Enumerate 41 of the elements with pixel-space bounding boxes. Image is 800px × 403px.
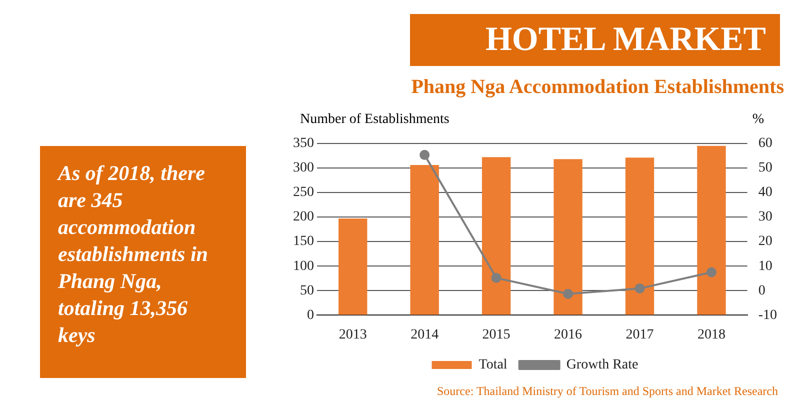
text: As of 2018, there are 345 accommodation establishments in Phang Nga, totaling 13,356 keys [40, 146, 246, 378]
y2-tick-label: 30 [758, 210, 772, 225]
bar [338, 218, 368, 315]
point [706, 267, 716, 278]
bar [554, 159, 582, 315]
point [563, 288, 574, 299]
y2-tick-label: 50 [758, 160, 772, 176]
y2-tick-label: 40 [758, 185, 772, 200]
y-tick-label: 350 [293, 136, 314, 152]
chart-subtitle: Phang Nga Accommodation Establishments [411, 76, 784, 99]
y-tick-label: 0 [307, 308, 314, 323]
y2-tick-label: 60 [758, 136, 772, 152]
y-axis-title: Number of Establishments [300, 112, 450, 128]
y-tick-label: 300 [293, 160, 314, 176]
chart-title: HOTEL MARKET [410, 14, 780, 66]
y-tick-label: 200 [293, 210, 314, 225]
point [491, 272, 502, 283]
x-tick-label: 2016 [554, 327, 582, 342]
y-tick-label: 150 [293, 234, 314, 250]
y2-tick-label: 20 [758, 234, 772, 250]
source-note: Source: Thailand Ministry of Tourism and Sports and Market Research [437, 384, 778, 399]
point [634, 283, 645, 294]
legend-label: Total [478, 358, 508, 373]
y-tick-label: 100 [293, 258, 314, 274]
y2-tick-label: 10 [758, 258, 772, 274]
y2-tick-label: -10 [758, 308, 778, 323]
point [420, 150, 430, 160]
x-tick-label: 2015 [482, 327, 510, 342]
bar [410, 165, 439, 315]
x-tick-label: 2018 [697, 327, 726, 342]
y2-axis-title: % [752, 112, 764, 128]
legend-label: Growth Rate [566, 358, 638, 373]
y2-tick-label: 0 [758, 283, 766, 298]
x-tick-label: 2014 [410, 327, 439, 342]
x-tick-label: 2017 [626, 327, 654, 342]
bar [697, 146, 726, 315]
x-tick-label: 2013 [338, 327, 367, 342]
bar [625, 158, 654, 315]
y-tick-label: 250 [293, 185, 314, 200]
y-tick-label: 50 [300, 283, 314, 298]
bar [482, 157, 511, 315]
